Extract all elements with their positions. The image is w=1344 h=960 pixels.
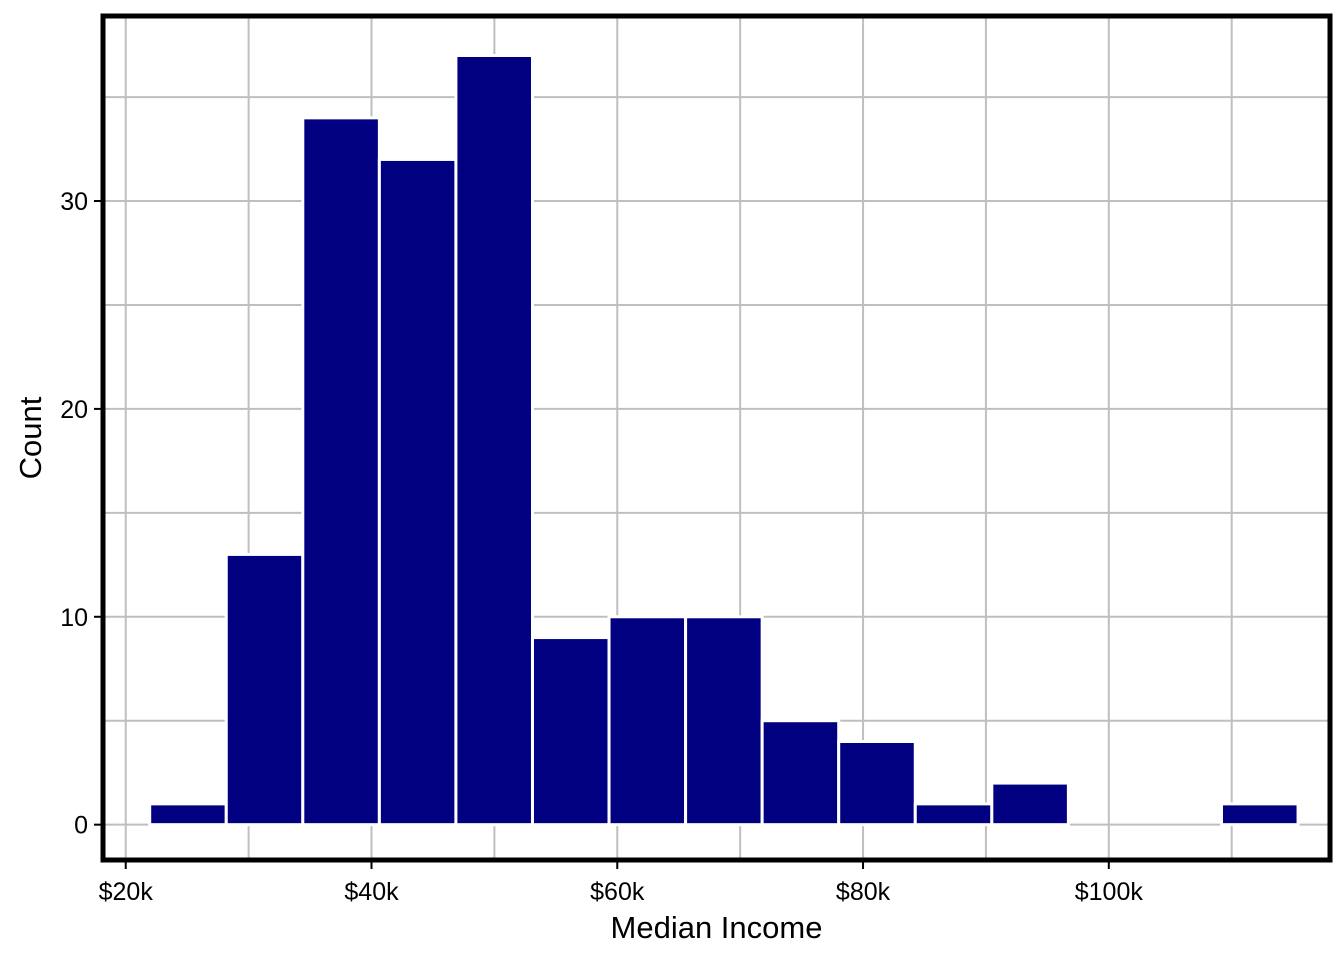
x-tick-label: $40k: [344, 878, 399, 906]
histogram-bar: [913, 802, 994, 827]
histogram-bars: [148, 53, 1300, 827]
x-tick-label: $20k: [99, 878, 154, 906]
x-tick-label: $80k: [836, 878, 891, 906]
histogram-bar: [377, 157, 458, 827]
histogram-bar: [837, 740, 917, 827]
y-axis-title: Count: [13, 396, 48, 479]
histogram-bar: [301, 116, 381, 827]
y-tick-label: 30: [60, 188, 88, 216]
histogram-bar: [530, 636, 611, 827]
x-tick-label: $100k: [1075, 878, 1144, 906]
histogram-bar: [684, 615, 764, 827]
y-tick-label: 20: [60, 396, 88, 424]
histogram-bar: [760, 719, 841, 827]
x-axis-title: Median Income: [611, 910, 823, 945]
histogram-bar: [454, 53, 534, 827]
histogram-bar: [990, 781, 1070, 827]
panel-border: [100, 13, 1333, 863]
x-axis: $20k $40k $60k $80k $100k: [99, 862, 1144, 906]
y-axis: 0 10 20 30: [60, 188, 101, 840]
y-tick-label: 10: [60, 604, 88, 632]
y-tick-label: 0: [74, 812, 88, 840]
x-tick-label: $60k: [590, 878, 645, 906]
histogram-bar: [224, 552, 305, 827]
histogram-bar: [1219, 802, 1300, 827]
histogram-bar: [607, 615, 688, 827]
histogram-bar: [148, 802, 228, 827]
